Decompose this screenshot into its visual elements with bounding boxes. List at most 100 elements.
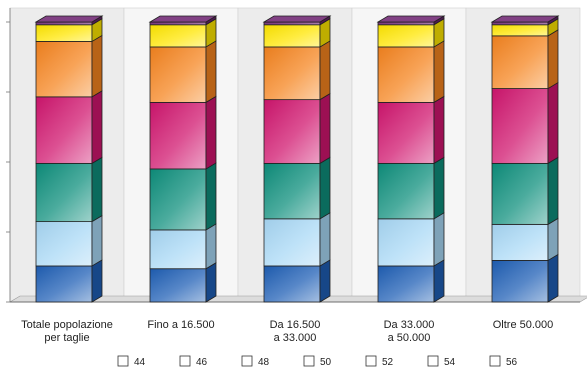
bar-side: [433, 40, 445, 104]
bar-front: [377, 24, 435, 48]
legend-label: 54: [444, 357, 456, 368]
bar-segment-46: [377, 212, 445, 267]
bar-front: [35, 162, 93, 223]
bar-front: [377, 218, 435, 267]
legend-swatch: [303, 355, 315, 367]
category-label-line: Da 33.000: [384, 319, 435, 331]
bar-front: [149, 101, 207, 170]
bar-top: [262, 15, 332, 23]
legend-item-46: 46: [179, 355, 208, 368]
bar-front: [491, 24, 549, 37]
legend: 44 46 48 50 52 54 56: [117, 355, 518, 368]
bar-front: [377, 46, 435, 103]
bar-side: [319, 92, 331, 165]
legend-swatch: [365, 355, 377, 367]
legend-label: 50: [320, 357, 332, 368]
category-label-line: Fino a 16.500: [147, 319, 214, 331]
legend-swatch: [241, 355, 253, 367]
bar-segment-48: [491, 156, 559, 226]
bar-segment-50: [491, 81, 559, 165]
bar-side: [319, 40, 331, 101]
legend-label: 46: [196, 357, 208, 368]
legend-label: 48: [258, 357, 270, 368]
bar-side: [91, 156, 103, 223]
category-label-line: a 50.000: [388, 332, 431, 344]
legend-swatch: [117, 355, 129, 367]
legend-swatch: [427, 355, 439, 367]
bar-front: [149, 268, 207, 303]
bar-front: [149, 24, 207, 48]
bar-segment-46: [35, 214, 103, 267]
bar-front: [491, 88, 549, 164]
bar-front: [149, 46, 207, 103]
legend-item-44: 44: [117, 355, 146, 368]
bar-segment-48: [263, 156, 331, 220]
category-label: Da 16.500 a 33.000: [270, 319, 321, 344]
bar-segment-50: [377, 95, 445, 165]
bar-segment-48: [149, 162, 217, 231]
bar-front: [491, 21, 549, 26]
bar-front: [263, 99, 321, 164]
bar-segment-56: [490, 15, 560, 26]
bar-front: [377, 21, 435, 26]
bar-segment-56: [262, 15, 332, 26]
bar-side: [547, 156, 559, 226]
bar-side: [205, 223, 217, 270]
bar-side: [205, 40, 217, 104]
bar-front: [149, 168, 207, 231]
bar-front: [263, 21, 321, 26]
bar-top: [490, 15, 560, 23]
bar-front: [35, 21, 93, 26]
bar-side: [433, 156, 445, 220]
bar-front: [491, 162, 549, 225]
bar-segment-46: [263, 212, 331, 267]
bar-front: [35, 24, 93, 42]
legend-label: 52: [382, 357, 394, 368]
bar-side: [433, 259, 445, 303]
bar-segment-52: [149, 40, 217, 104]
bar-top: [376, 15, 446, 23]
bar-front: [263, 265, 321, 303]
bar-top: [34, 15, 104, 23]
bar-side: [205, 162, 217, 231]
bar-segment-46: [149, 223, 217, 270]
bar-front: [377, 265, 435, 303]
bar-front: [35, 265, 93, 303]
bar-front: [377, 162, 435, 220]
bar-segment-44: [149, 262, 217, 303]
bar-side: [547, 217, 559, 262]
bar-side: [547, 253, 559, 303]
bar-side: [91, 259, 103, 303]
category-labels: Totale popolazione per taglie Fino a 16.50…: [21, 319, 553, 344]
bar-segment-56: [376, 15, 446, 26]
bar-segment-50: [35, 90, 103, 165]
bar-side: [91, 90, 103, 165]
bar-front: [491, 223, 549, 261]
category-label-line: per taglie: [44, 332, 89, 344]
bar-front: [149, 21, 207, 26]
bar-segment-56: [148, 15, 218, 26]
bar-side: [91, 214, 103, 267]
bar-side: [205, 95, 217, 170]
bar-front: [263, 218, 321, 267]
bar-segment-50: [149, 95, 217, 170]
bar-side: [319, 259, 331, 303]
category-label-line: a 33.000: [274, 332, 317, 344]
bar-side: [433, 95, 445, 165]
bar-segment-44: [377, 259, 445, 303]
bar-segment-48: [35, 156, 103, 223]
category-label: Fino a 16.500: [147, 319, 214, 331]
bar-side: [91, 34, 103, 98]
bar-side: [547, 81, 559, 165]
bar-segment-56: [34, 15, 104, 26]
bar-segment-52: [377, 40, 445, 104]
bar-front: [263, 162, 321, 220]
legend-item-56: 56: [489, 355, 518, 368]
bar-segment-52: [263, 40, 331, 101]
legend-item-50: 50: [303, 355, 332, 368]
legend-item-48: 48: [241, 355, 270, 368]
bar-segment-48: [377, 156, 445, 220]
category-label: Totale popolazione per taglie: [21, 319, 113, 344]
bar-side: [205, 262, 217, 303]
